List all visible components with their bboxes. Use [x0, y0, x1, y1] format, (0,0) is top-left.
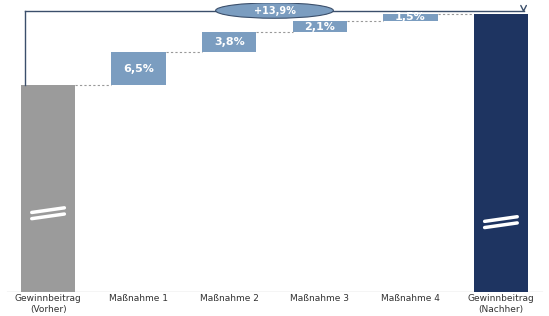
Text: 1,5%: 1,5% — [395, 12, 425, 22]
Bar — [293, 21, 347, 32]
Text: 6,5%: 6,5% — [123, 64, 154, 74]
Bar — [383, 14, 438, 21]
Text: Maßnahme 1: Maßnahme 1 — [109, 294, 168, 303]
Text: Gewinnbeitrag
(Vorher): Gewinnbeitrag (Vorher) — [15, 294, 81, 313]
Bar — [21, 85, 75, 292]
Bar — [474, 14, 528, 292]
Bar — [111, 52, 166, 85]
Ellipse shape — [216, 3, 333, 18]
Text: Maßnahme 2: Maßnahme 2 — [200, 294, 259, 303]
Text: Maßnahme 4: Maßnahme 4 — [381, 294, 440, 303]
Text: 3,8%: 3,8% — [214, 37, 245, 47]
Bar — [202, 32, 256, 52]
Text: +13,9%: +13,9% — [254, 5, 295, 15]
Text: 2,1%: 2,1% — [304, 22, 335, 32]
Text: Gewinnbeitrag
(Nachher): Gewinnbeitrag (Nachher) — [468, 294, 534, 313]
Text: Maßnahme 3: Maßnahme 3 — [290, 294, 349, 303]
